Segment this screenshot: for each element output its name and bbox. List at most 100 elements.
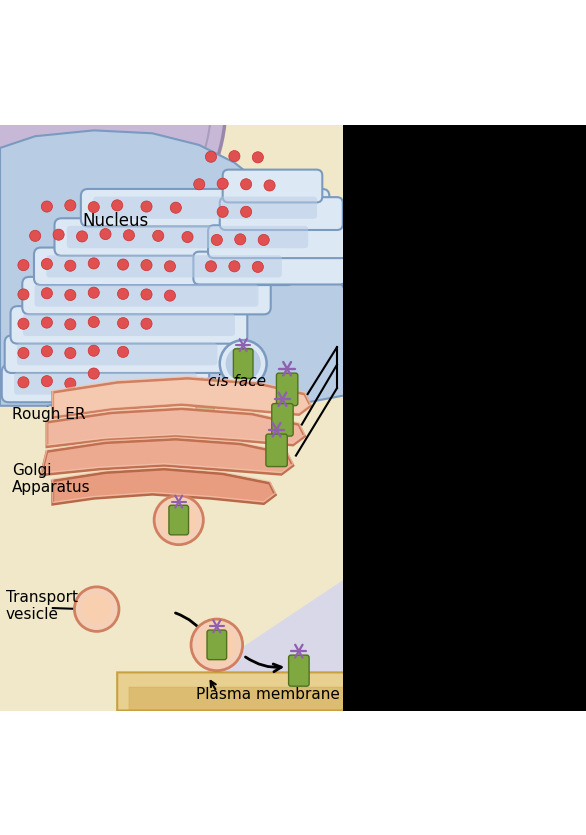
FancyBboxPatch shape xyxy=(233,349,253,378)
Circle shape xyxy=(18,260,29,271)
Circle shape xyxy=(220,340,267,387)
FancyBboxPatch shape xyxy=(81,189,329,226)
FancyBboxPatch shape xyxy=(34,247,294,285)
Circle shape xyxy=(18,289,29,300)
Circle shape xyxy=(74,587,119,631)
Circle shape xyxy=(18,377,29,388)
Circle shape xyxy=(164,261,176,272)
Circle shape xyxy=(141,289,152,300)
FancyBboxPatch shape xyxy=(35,285,258,306)
Polygon shape xyxy=(146,418,586,711)
Circle shape xyxy=(53,229,64,240)
Text: Nucleus: Nucleus xyxy=(82,212,148,230)
Circle shape xyxy=(240,206,252,217)
Circle shape xyxy=(117,347,129,357)
Circle shape xyxy=(252,261,263,272)
FancyBboxPatch shape xyxy=(5,336,230,373)
Circle shape xyxy=(18,318,29,329)
FancyBboxPatch shape xyxy=(220,197,343,230)
Circle shape xyxy=(77,230,88,242)
FancyBboxPatch shape xyxy=(208,225,349,258)
Circle shape xyxy=(100,229,111,240)
Circle shape xyxy=(152,230,164,241)
Polygon shape xyxy=(53,469,275,504)
Circle shape xyxy=(117,288,129,300)
Circle shape xyxy=(64,347,76,358)
Circle shape xyxy=(64,290,76,301)
Bar xyxy=(343,124,586,711)
Circle shape xyxy=(41,258,53,270)
Circle shape xyxy=(18,347,29,358)
Circle shape xyxy=(217,206,229,217)
Circle shape xyxy=(88,316,100,327)
Circle shape xyxy=(64,200,76,211)
Circle shape xyxy=(88,258,100,269)
FancyBboxPatch shape xyxy=(23,314,235,336)
Circle shape xyxy=(123,230,134,240)
Circle shape xyxy=(88,345,100,357)
Text: Plasma membrane: Plasma membrane xyxy=(196,686,340,701)
FancyBboxPatch shape xyxy=(11,306,247,344)
Circle shape xyxy=(258,235,270,245)
Text: Transport
vesicle: Transport vesicle xyxy=(6,590,78,622)
Circle shape xyxy=(117,317,129,329)
Circle shape xyxy=(41,346,53,357)
Circle shape xyxy=(191,619,243,671)
FancyBboxPatch shape xyxy=(223,170,322,202)
Circle shape xyxy=(252,152,263,163)
Circle shape xyxy=(264,180,275,191)
FancyBboxPatch shape xyxy=(14,372,197,395)
Circle shape xyxy=(217,178,229,190)
Circle shape xyxy=(88,201,100,213)
FancyBboxPatch shape xyxy=(67,226,308,248)
Circle shape xyxy=(117,259,129,270)
Circle shape xyxy=(198,626,236,664)
Circle shape xyxy=(88,368,100,379)
Circle shape xyxy=(164,290,176,301)
Text: Golgi
Apparatus: Golgi Apparatus xyxy=(12,463,90,495)
Circle shape xyxy=(41,288,53,299)
Polygon shape xyxy=(117,453,586,711)
Circle shape xyxy=(170,202,182,213)
Circle shape xyxy=(229,261,240,272)
FancyBboxPatch shape xyxy=(193,251,346,285)
Circle shape xyxy=(41,201,53,212)
Polygon shape xyxy=(41,439,293,475)
Circle shape xyxy=(64,261,76,271)
FancyBboxPatch shape xyxy=(277,373,298,406)
Circle shape xyxy=(240,179,252,190)
Circle shape xyxy=(229,150,240,162)
Circle shape xyxy=(226,346,261,381)
Circle shape xyxy=(161,503,196,538)
FancyBboxPatch shape xyxy=(22,277,271,314)
Circle shape xyxy=(205,261,217,272)
FancyBboxPatch shape xyxy=(207,630,227,660)
Circle shape xyxy=(41,317,53,328)
Circle shape xyxy=(154,495,203,544)
Polygon shape xyxy=(129,499,586,711)
FancyBboxPatch shape xyxy=(54,218,321,256)
Circle shape xyxy=(64,378,76,389)
Polygon shape xyxy=(47,408,305,447)
Circle shape xyxy=(141,260,152,271)
Polygon shape xyxy=(53,378,311,418)
FancyBboxPatch shape xyxy=(46,256,282,277)
FancyBboxPatch shape xyxy=(289,655,309,686)
Polygon shape xyxy=(0,130,369,406)
Text: cis face: cis face xyxy=(208,374,266,388)
Circle shape xyxy=(64,319,76,330)
Circle shape xyxy=(88,287,100,298)
Circle shape xyxy=(211,235,223,245)
FancyBboxPatch shape xyxy=(266,434,287,467)
Circle shape xyxy=(81,594,112,625)
Circle shape xyxy=(234,234,246,245)
FancyBboxPatch shape xyxy=(272,403,293,436)
FancyBboxPatch shape xyxy=(93,196,317,219)
Circle shape xyxy=(41,376,53,387)
Circle shape xyxy=(141,201,152,212)
FancyBboxPatch shape xyxy=(169,505,189,535)
Circle shape xyxy=(205,151,217,162)
FancyBboxPatch shape xyxy=(2,365,209,402)
Circle shape xyxy=(29,230,41,241)
Circle shape xyxy=(193,179,205,190)
